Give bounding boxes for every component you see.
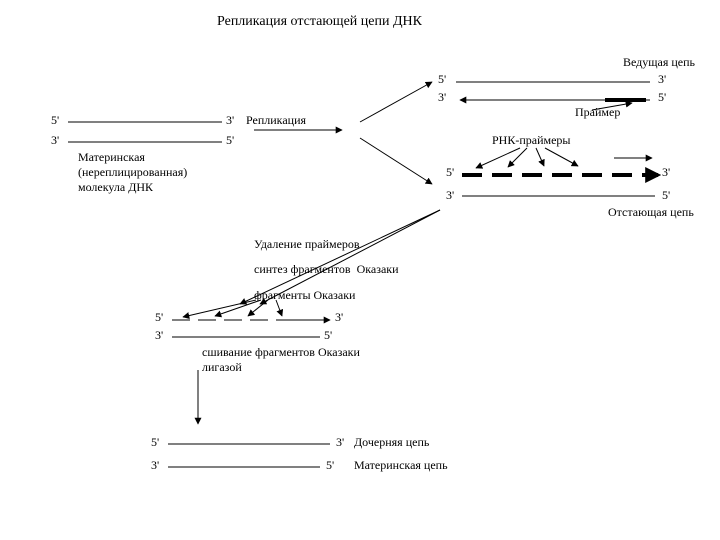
label-synth: синтез фрагментов Оказаки — [254, 262, 399, 277]
label-maternal2: Материнская цепь — [354, 458, 448, 473]
label-fin3a: 3' — [336, 435, 344, 450]
label-maternal: Материнская(нереплицированная)молекула Д… — [78, 150, 187, 195]
label-frags: фрагменты Оказаки — [254, 288, 355, 303]
label-replication: Репликация — [246, 113, 306, 128]
label-lagging: Отстающая цепь — [608, 205, 694, 220]
label-l3a: 3' — [226, 113, 234, 128]
label-lead5: 5' — [658, 90, 666, 105]
label-lag5bot: 5' — [662, 188, 670, 203]
label-fin5b: 5' — [326, 458, 334, 473]
label-l5b: 5' — [226, 133, 234, 148]
label-fin5a: 5' — [151, 435, 159, 450]
label-primer: Праймер — [575, 105, 620, 120]
label-leading: Ведущая цепь — [623, 55, 695, 70]
label-ok5b: 5' — [324, 328, 332, 343]
label-lag5: 5' — [446, 165, 454, 180]
label-removal: Удаление праймеров — [254, 237, 360, 252]
label-lag3bot: 3' — [446, 188, 454, 203]
label-fork5top: 5' — [438, 72, 446, 87]
label-ok3b: 3' — [155, 328, 163, 343]
label-fork3top: 3' — [438, 90, 446, 105]
label-l5a: 5' — [51, 113, 59, 128]
label-title: Репликация отстающей цепи ДНК — [217, 14, 422, 30]
label-rnaprimers: РНК-праймеры — [492, 133, 571, 148]
label-l3b: 3' — [51, 133, 59, 148]
label-lag3top: 3' — [662, 165, 670, 180]
label-ok5a: 5' — [155, 310, 163, 325]
label-fin3b: 3' — [151, 458, 159, 473]
label-daughter: Дочерняя цепь — [354, 435, 429, 450]
label-ligase: сшивание фрагментов Оказакилигазой — [202, 345, 360, 375]
label-lead3: 3' — [658, 72, 666, 87]
label-ok3a: 3' — [335, 310, 343, 325]
